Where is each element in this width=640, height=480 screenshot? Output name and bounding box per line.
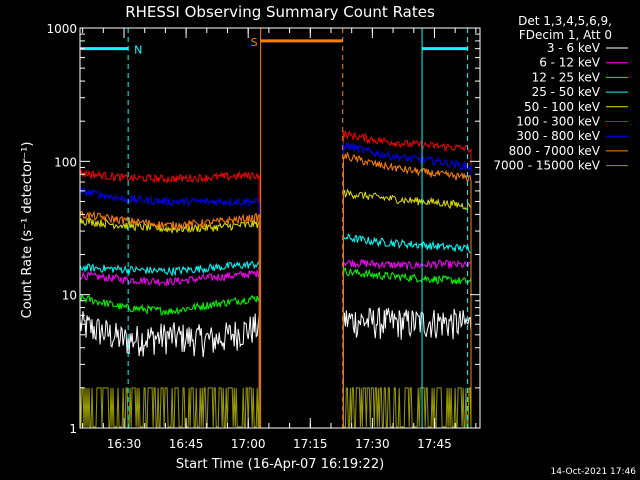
series-line-7000-15000-kev-seg1 bbox=[79, 387, 260, 428]
plot-area bbox=[79, 129, 472, 428]
legend-label: 3 - 6 keV bbox=[547, 41, 601, 55]
y-axis-label: Count Rate (s⁻¹ detector⁻¹) bbox=[20, 142, 35, 319]
series-line-12-25-kev-seg1 bbox=[79, 294, 260, 428]
axes: 1 10 100 1000 16:30 16:45 17:00 17:15 17:30 17:45 bbox=[46, 22, 481, 451]
legend-header-line-2: FDecim 1, Att 0 bbox=[519, 28, 612, 42]
legend-header-line-1: Det 1,3,4,5,6,9, bbox=[518, 14, 612, 28]
generation-timestamp: 14-Oct-2021 17:46 bbox=[551, 467, 637, 477]
annotation-label-s: S bbox=[251, 36, 258, 49]
x-tick-label: 16:45 bbox=[169, 437, 204, 451]
x-tick-label: 16:30 bbox=[107, 437, 142, 451]
plot-frame bbox=[79, 27, 481, 429]
series-line-25-50-kev-seg2 bbox=[342, 233, 472, 428]
y-tick-label: 1 bbox=[69, 422, 77, 436]
legend-label: 12 - 25 keV bbox=[532, 70, 601, 84]
series-line-300-800-kev-seg2 bbox=[342, 141, 472, 428]
legend-label: 300 - 800 keV bbox=[516, 129, 600, 143]
series-line-50-100-kev-seg1 bbox=[79, 217, 260, 428]
legend-label: 50 - 100 keV bbox=[524, 100, 601, 114]
series-line-6-12-kev-seg1 bbox=[79, 269, 260, 428]
series-line-3-6-kev-seg2 bbox=[342, 307, 472, 428]
x-tick-label: 17:30 bbox=[355, 437, 390, 451]
x-axis-label: Start Time (16-Apr-07 16:19:22) bbox=[176, 457, 384, 472]
y-tick-label: 100 bbox=[54, 155, 77, 169]
y-tick-label: 10 bbox=[62, 289, 77, 303]
legend-label: 25 - 50 keV bbox=[532, 85, 601, 99]
legend-label: 800 - 7000 keV bbox=[509, 144, 601, 158]
series-line-7000-15000-kev-seg2 bbox=[342, 387, 472, 428]
series-line-6-12-kev-seg2 bbox=[342, 258, 472, 428]
x-tick-label: 17:45 bbox=[417, 437, 452, 451]
series-line-50-100-kev-seg2 bbox=[342, 188, 472, 428]
series-line-12-25-kev-seg2 bbox=[342, 267, 472, 428]
chart-title: RHESSI Observing Summary Count Rates bbox=[125, 3, 435, 21]
y-tick-label: 1000 bbox=[46, 22, 77, 36]
x-tick-label: 17:00 bbox=[231, 437, 266, 451]
legend-label: 100 - 300 keV bbox=[516, 115, 600, 129]
legend-label: 7000 - 15000 keV bbox=[493, 159, 600, 173]
legend-label: 6 - 12 keV bbox=[539, 56, 601, 70]
series-line-300-800-kev-seg1 bbox=[79, 187, 260, 428]
x-tick-label: 17:15 bbox=[293, 437, 328, 451]
series-line-100-300-kev-seg1 bbox=[79, 169, 260, 428]
series-line-100-300-kev-seg2 bbox=[342, 129, 472, 428]
series-line-25-50-kev-seg1 bbox=[79, 260, 260, 428]
series-line-800-7000-kev-seg2 bbox=[342, 151, 472, 428]
annotation-label-n: N bbox=[134, 44, 142, 57]
attenuator-annotations: NS bbox=[79, 28, 469, 428]
series-line-3-6-kev-seg1 bbox=[79, 311, 260, 428]
series-line-800-7000-kev-seg1 bbox=[79, 210, 260, 428]
